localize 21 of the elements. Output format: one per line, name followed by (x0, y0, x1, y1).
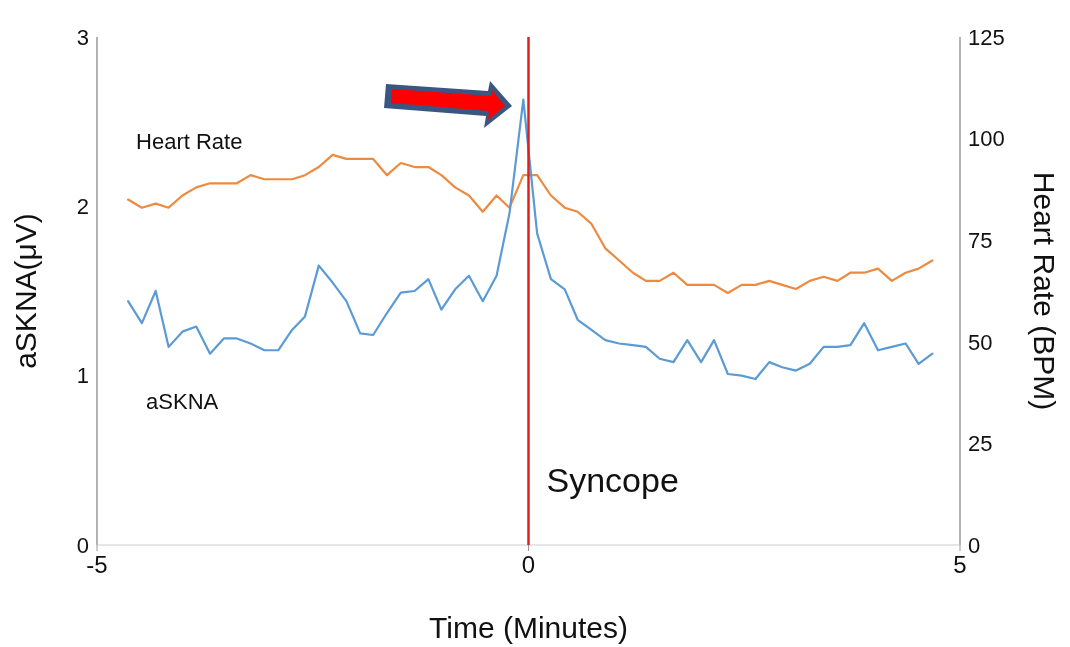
y-tick-label: 0 (76, 532, 89, 558)
y2-tick-label: 50 (968, 329, 993, 355)
x-tick-label: 5 (953, 551, 967, 578)
y2-tick-label: 0 (968, 532, 981, 558)
y2-tick-label: 100 (968, 126, 1005, 152)
y2-tick-label: 75 (968, 227, 993, 253)
x-tick-label: -5 (86, 551, 108, 578)
x-tick-label: 0 (521, 551, 536, 578)
y-tick-label: 2 (76, 194, 89, 220)
y2-tick-label: 25 (968, 431, 993, 457)
y-tick-label: 3 (76, 24, 89, 50)
y2-axis-title: Heart Rate (BPM) (1028, 171, 1061, 411)
series-label: aSKNA (146, 388, 219, 414)
y-tick-label: 1 (76, 363, 89, 389)
y-axis-title: aSKNA(μV) (9, 213, 42, 369)
series-label: Heart Rate (136, 129, 243, 155)
x-axis-title: Time (Minutes) (429, 611, 628, 644)
line-series (126, 98, 934, 381)
line-series (126, 153, 934, 295)
y2-tick-label: 125 (968, 24, 1005, 50)
ref-line-label: Syncope (546, 461, 679, 499)
